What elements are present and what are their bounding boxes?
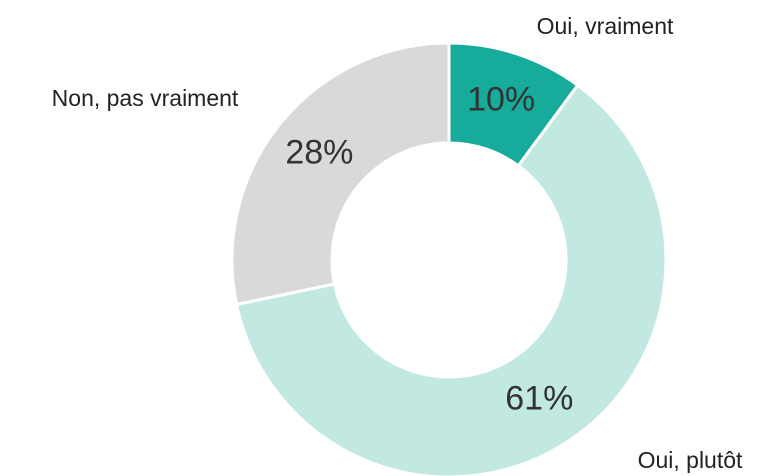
category-label: Oui, plutôt <box>638 447 743 473</box>
value-label: 28% <box>285 134 353 172</box>
value-label: 61% <box>505 379 573 417</box>
donut-slice <box>234 83 668 476</box>
category-label: Oui, vraiment <box>537 13 674 39</box>
value-label: 10% <box>467 80 535 118</box>
category-label: Non, pas vraiment <box>52 85 239 111</box>
donut-slice <box>230 41 451 307</box>
